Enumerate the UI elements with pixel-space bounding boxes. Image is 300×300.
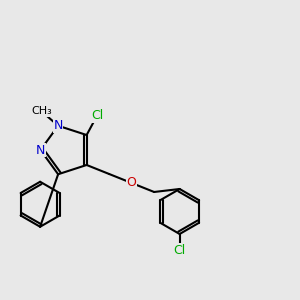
Text: Cl: Cl <box>91 109 103 122</box>
Text: N: N <box>36 143 45 157</box>
Text: CH₃: CH₃ <box>31 106 52 116</box>
Text: O: O <box>127 176 136 190</box>
Text: Cl: Cl <box>173 244 186 257</box>
Text: N: N <box>53 119 63 132</box>
